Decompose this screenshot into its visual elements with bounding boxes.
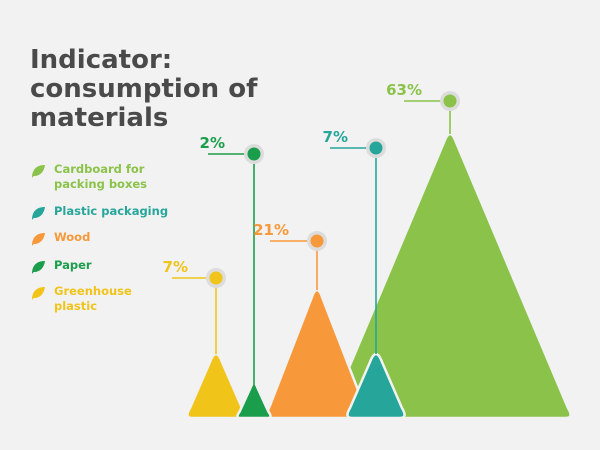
page-title: Indicator: consumption of materials: [30, 45, 258, 133]
bar-greenhouse-plastic: [186, 352, 246, 420]
legend-label: Plastic packaging: [54, 204, 169, 218]
leaf-icon: [32, 165, 45, 178]
marker-dot: [247, 147, 261, 161]
value-marker-wood: 21%: [253, 221, 327, 290]
legend-item-wood: Wood: [30, 230, 174, 247]
marker-dot: [209, 271, 223, 285]
legend-item-plastic-packaging: Plastic packaging: [30, 204, 174, 221]
bar-wood: [265, 288, 369, 420]
leaf-icon: [32, 233, 45, 246]
leaf-icon: [32, 207, 45, 220]
legend-item-paper: Paper: [30, 258, 174, 275]
bar-plastic-packaging: [346, 352, 406, 420]
legend-item-greenhouse-plastic: Greenhouse plastic: [30, 284, 174, 314]
data-label-greenhouse-plastic: 7%: [163, 258, 188, 276]
value-marker-cardboard-for-packing-boxes: 63%: [386, 81, 460, 134]
data-label-paper: 2%: [200, 134, 225, 152]
data-label-plastic-packaging: 7%: [323, 128, 348, 146]
marker-dot: [443, 94, 457, 108]
legend-label: Greenhouse plastic: [54, 284, 132, 313]
leaf-icon: [32, 261, 45, 274]
value-marker-paper: 2%: [200, 134, 264, 386]
leaf-icon: [32, 287, 45, 300]
legend-label: Cardboard for packing boxes: [54, 162, 148, 191]
legend-label: Paper: [54, 258, 92, 272]
value-marker-greenhouse-plastic: 7%: [163, 258, 226, 354]
data-label-cardboard-for-packing-boxes: 63%: [386, 81, 422, 99]
value-marker-plastic-packaging: 7%: [323, 128, 386, 354]
data-label-wood: 21%: [253, 221, 289, 239]
marker-dot: [369, 141, 383, 155]
legend-label: Wood: [54, 230, 91, 244]
legend-item-cardboard: Cardboard for packing boxes: [30, 162, 174, 192]
bar-paper: [236, 382, 272, 420]
marker-dot: [310, 234, 324, 248]
